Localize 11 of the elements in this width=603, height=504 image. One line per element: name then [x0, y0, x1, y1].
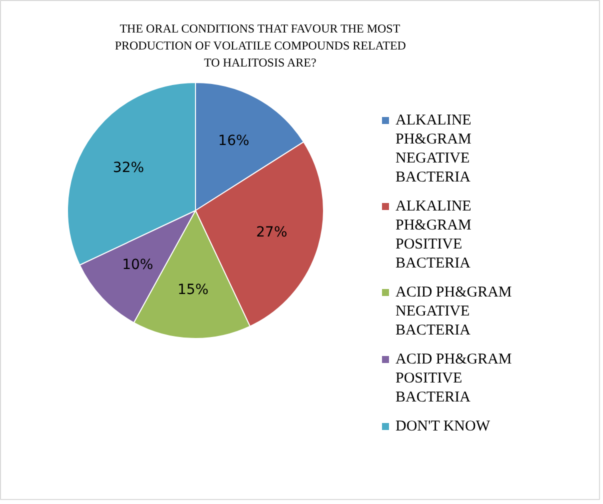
data-label: 10% [122, 256, 154, 273]
legend-label: ALKALINE PH&GRAM POSITIVE BACTERIA [396, 198, 472, 272]
legend-label: DON'T KNOW [396, 418, 491, 434]
legend-label: ACID PH&GRAM POSITIVE BACTERIA [396, 352, 512, 406]
data-label: 15% [177, 282, 209, 298]
legend-label: ALKALINE PH&GRAM NEGATIVE BACTERIA [396, 112, 472, 186]
data-label: 27% [256, 224, 288, 241]
chart-title: THE ORAL CONDITIONS THAT FAVOUR THE MOST PRODUCTION OF VOLATILE COMPOUNDS RELATED TO HALITOSIS ARE? [114, 22, 406, 70]
data-label: 16% [218, 132, 250, 149]
data-label: 32% [112, 160, 144, 176]
legend-label: ACID PH&GRAM NEGATIVE BACTERIA [396, 284, 512, 338]
